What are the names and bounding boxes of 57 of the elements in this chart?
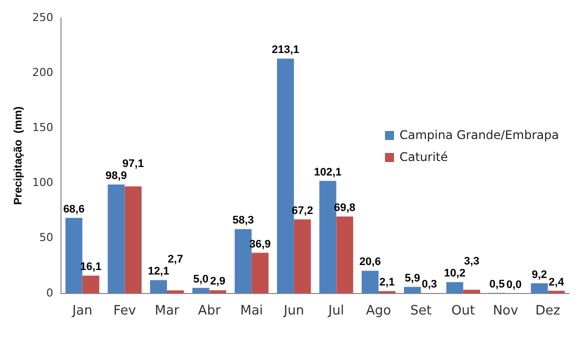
y-tick-label: 100	[32, 176, 54, 190]
x-tick-label: Jan	[71, 304, 92, 319]
legend-label: Caturité	[399, 150, 448, 164]
y-tick-label: 50	[39, 231, 54, 244]
data-label: 3,3	[464, 256, 480, 268]
data-label: 58,3	[232, 214, 254, 227]
bar	[319, 180, 336, 294]
y-axis-title: Precipitação (mm)	[12, 106, 25, 205]
data-label: 97,1	[122, 158, 144, 170]
bar	[336, 216, 354, 294]
x-tick-label: Jul	[327, 304, 344, 319]
x-tick-label: Fev	[113, 304, 136, 319]
data-label: 102,1	[314, 166, 342, 178]
data-label: 2,9	[210, 276, 226, 288]
x-tick-label: Mar	[154, 304, 180, 319]
x-tick-label: Jun	[282, 304, 304, 319]
bar	[150, 280, 167, 294]
data-label: 20,6	[359, 256, 381, 268]
data-label: 12,1	[148, 266, 170, 278]
bar	[362, 270, 379, 294]
legend-label: Campina Grande/Embrapa	[399, 128, 559, 142]
data-label: 10,2	[444, 268, 466, 280]
data-label: 98,9	[105, 170, 127, 182]
bar	[252, 252, 269, 294]
data-label: 2,1	[379, 276, 395, 289]
bar	[65, 218, 82, 294]
bar	[124, 186, 142, 294]
x-tick-label: Out	[451, 304, 475, 319]
bar	[108, 184, 125, 294]
bar	[192, 288, 210, 294]
data-label: 2,4	[548, 276, 565, 288]
x-tick-label: Ago	[366, 304, 392, 319]
bar	[446, 282, 464, 294]
data-label: 5,9	[404, 272, 420, 284]
bar	[294, 219, 311, 294]
data-label: 0,0	[506, 278, 522, 291]
bar	[530, 283, 548, 294]
bar	[82, 276, 100, 294]
data-label: 0,3	[422, 278, 437, 291]
data-label: 213,1	[272, 44, 300, 56]
x-tick-label: Nov	[492, 304, 519, 319]
x-tick-label: Abr	[198, 304, 222, 319]
y-tick-label: 250	[32, 10, 54, 24]
y-tick-label: 150	[32, 121, 54, 134]
x-tick-label: Set	[410, 304, 432, 319]
bar	[277, 58, 294, 294]
bar	[209, 290, 226, 294]
data-label: 9,2	[532, 268, 548, 281]
data-label: 2,7	[168, 254, 184, 266]
bar	[404, 286, 421, 294]
data-label: 5,0	[193, 273, 208, 286]
y-tick-label: 200	[32, 66, 54, 79]
y-tick-label: 0	[46, 286, 54, 300]
data-label: 68,6	[63, 203, 85, 216]
x-tick-label: Mai	[240, 304, 264, 319]
x-tick-label: Dez	[535, 304, 560, 319]
data-label: 0,5	[489, 278, 505, 290]
